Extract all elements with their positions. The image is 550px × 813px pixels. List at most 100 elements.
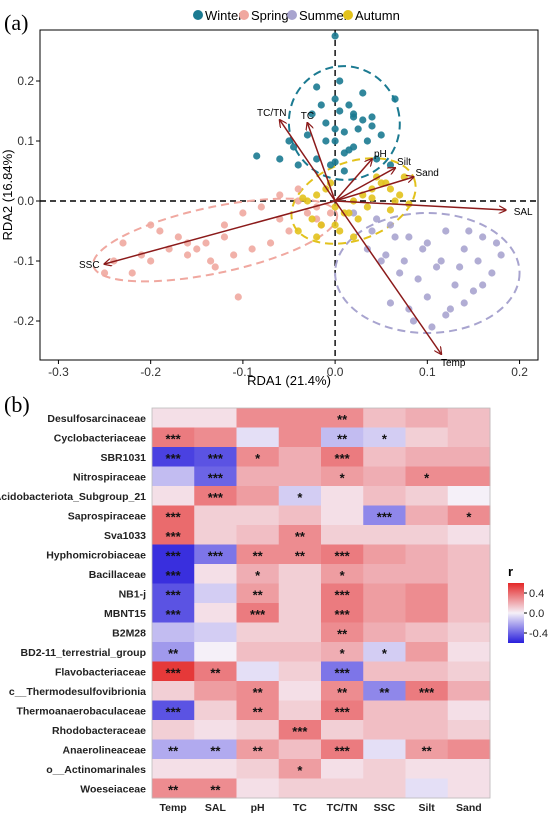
column-label: SAL [205, 802, 227, 813]
heatmap-cell [194, 700, 237, 721]
vector-tc [307, 123, 336, 202]
heatmap-cell [405, 681, 449, 701]
heatmap-cell [363, 700, 406, 721]
vector-silt [334, 168, 395, 202]
heatmap-cell [405, 525, 449, 545]
heatmap-cell [152, 681, 195, 701]
heatmap-cell [447, 778, 491, 799]
panel-b-label: (b) [4, 392, 30, 417]
heatmap-cell [405, 642, 449, 662]
colorbar-tick-label: -0.4 [529, 628, 548, 640]
heatmap-cell [194, 778, 237, 799]
point-winter [345, 101, 353, 109]
heatmap-cell [447, 525, 491, 545]
point-winter [349, 110, 358, 118]
significance-mark: *** [335, 587, 351, 602]
row-label: Hyphomicrobiaceae [46, 549, 146, 561]
point-spring [257, 203, 265, 211]
heatmap-cell [363, 486, 406, 506]
x-axis-title: RDA1 (21.4%) [247, 373, 331, 388]
point-summer [460, 245, 468, 253]
heatmap-cell [194, 427, 237, 448]
heatmap-cell [278, 505, 322, 526]
heatmap-cell [152, 505, 195, 526]
heatmap-cell [278, 681, 322, 701]
heatmap-cell [194, 583, 237, 604]
row-label: Sva1033 [104, 530, 146, 542]
point-autumn [345, 209, 353, 217]
point-winter [354, 125, 362, 133]
heatmap-cell [405, 778, 449, 799]
x-tick-label: 0.0 [327, 365, 344, 379]
heatmap-cell [236, 505, 280, 526]
point-summer [396, 269, 404, 277]
heatmap-cell [236, 427, 280, 448]
heatmap-cell [278, 778, 322, 799]
significance-mark: *** [166, 587, 182, 602]
heatmap-cell [152, 739, 195, 760]
heatmap-cell [278, 525, 322, 545]
heatmap-cell [363, 642, 406, 662]
significance-mark: * [255, 451, 261, 466]
significance-mark: ** [210, 665, 221, 680]
y-tick-label: 0.2 [17, 74, 34, 88]
point-winter [331, 32, 339, 40]
x-tick-label: -0.2 [140, 365, 161, 379]
point-summer [423, 293, 431, 301]
x-tick-label: 0.2 [511, 365, 528, 379]
row-label: c__Thermodesulfovibrionia [9, 686, 146, 698]
row-label: Woeseiaceae [80, 783, 146, 795]
legend-dot-spring [239, 10, 249, 20]
heatmap-cell [194, 739, 237, 760]
heatmap-cell [236, 622, 280, 643]
point-winter [340, 167, 348, 175]
row-label: MBNT15 [104, 608, 146, 620]
point-winter [322, 137, 330, 145]
heatmap-cell [363, 427, 406, 448]
colorbar-tick-label: 0.0 [529, 608, 544, 620]
heatmap-cell [278, 486, 322, 506]
heatmap-cell [152, 466, 195, 487]
heatmap-cell [236, 603, 280, 623]
panel-a-plot-frame [39, 29, 539, 361]
heatmap-cell [152, 564, 195, 584]
point-autumn [313, 233, 321, 241]
heatmap-cell [236, 525, 280, 545]
legend-label-autumn: Autumn [355, 8, 400, 23]
significance-mark: ** [253, 743, 264, 758]
significance-mark: ** [295, 548, 306, 563]
significance-mark: ** [337, 431, 348, 446]
column-label: Silt [418, 802, 435, 813]
heatmap-cell [363, 564, 406, 584]
point-spring [234, 293, 242, 301]
point-winter [391, 95, 399, 103]
heatmap-cell [363, 447, 406, 467]
heatmap-cell [321, 447, 364, 467]
heatmap-cell [447, 622, 491, 643]
y-tick-label: 0.0 [17, 194, 34, 208]
heatmap-cell [152, 525, 195, 545]
significance-mark: ** [422, 743, 433, 758]
heatmap-cell [194, 661, 237, 682]
row-label: NB1-j [119, 588, 147, 600]
significance-mark: *** [208, 548, 224, 563]
heatmap-cell [194, 564, 237, 584]
heatmap-cell [363, 603, 406, 623]
heatmap-cell [236, 583, 280, 604]
heatmap-cell [194, 622, 237, 643]
point-summer [432, 263, 441, 271]
heatmap-cell [447, 642, 491, 662]
heatmap-cell [321, 564, 364, 584]
heatmap-cell [321, 642, 364, 662]
significance-mark: *** [166, 704, 182, 719]
point-winter [368, 122, 376, 130]
column-label: Sand [456, 802, 482, 813]
heatmap-cell [405, 564, 449, 584]
row-label: B2M28 [112, 627, 146, 639]
significance-mark: *** [335, 548, 351, 563]
heatmap-cell [152, 700, 195, 721]
significance-mark: *** [335, 743, 351, 758]
heatmap-cell [152, 408, 195, 428]
heatmap-cell [405, 603, 449, 623]
point-autumn [363, 203, 371, 211]
